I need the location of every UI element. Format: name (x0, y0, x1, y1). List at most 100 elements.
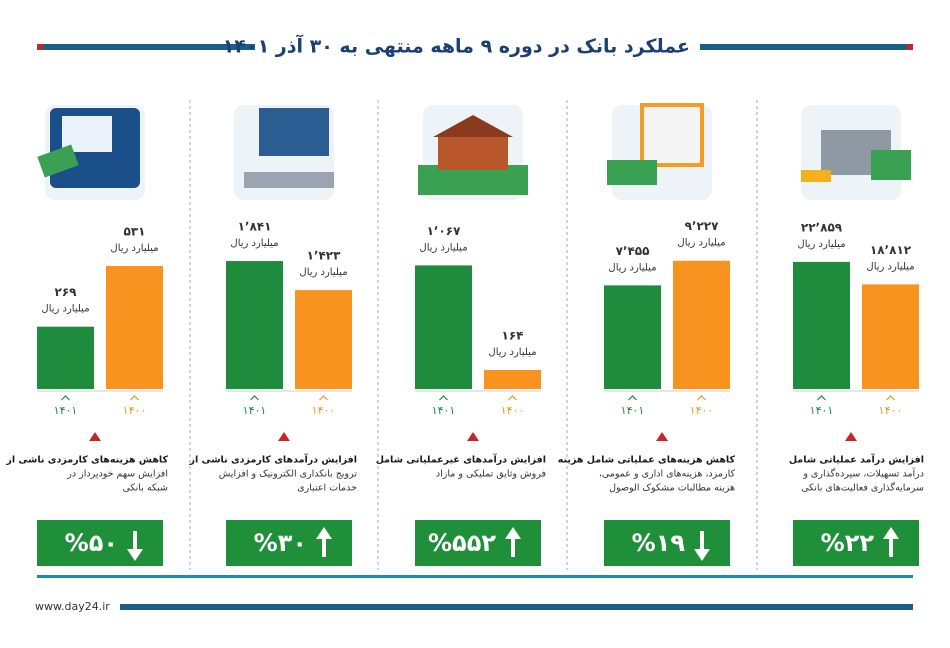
change-box (793, 520, 919, 566)
change-box (415, 520, 541, 566)
description-line: شبکه بانکی (122, 483, 168, 494)
description-line: کاهش هزینه‌های عملیاتی شامل هزینه (558, 455, 736, 466)
change-label: %۳۰ (254, 529, 307, 557)
panel-icon (607, 103, 712, 200)
description-line: کاهش هزینه‌های کارمزدی ناشی از (5, 455, 168, 466)
description-line: افزایش درآمد عملیاتی شامل (789, 453, 924, 466)
category-label: ۱۴۰۱ (621, 404, 645, 417)
change-label: %۱۹ (632, 529, 686, 557)
unit-label: میلیارد ریال (110, 243, 158, 254)
description-line: افزایش درآمدهای غیرعملیاتی شامل (376, 453, 546, 466)
marker-triangle (845, 432, 857, 441)
icon-roof (433, 115, 513, 137)
unit-label: میلیارد ریال (866, 261, 914, 272)
caret (886, 395, 895, 401)
caret (697, 395, 706, 401)
caret (628, 395, 637, 401)
category-label: ۱۴۰۰ (879, 404, 903, 417)
caret (439, 395, 448, 401)
icon-coins (801, 170, 831, 182)
category-label: ۱۴۰۱ (810, 404, 834, 417)
title: عملکرد بانک در دوره ۹ ماهه منتهی به ۳۰ آ… (223, 34, 690, 58)
category-label: ۱۴۰۰ (690, 404, 714, 417)
caret (319, 395, 328, 401)
value-label: ۹٬۲۲۷ (685, 219, 720, 233)
category-label: ۱۴۰۱ (432, 404, 456, 417)
description-line: افزایش سهم خودپرداز در (66, 469, 168, 480)
category-label: ۱۴۰۱ (54, 404, 78, 417)
change-arrow-head (883, 527, 899, 539)
panel-separators (189, 100, 758, 570)
title-rule-left (37, 44, 255, 50)
panel-icon (801, 105, 911, 200)
icon-house (438, 135, 508, 170)
bar (862, 284, 919, 389)
title-rule-right (700, 44, 913, 50)
panel-icon (418, 105, 528, 200)
value-label: ۱۶۴ (502, 329, 524, 343)
marker-triangle (278, 432, 290, 441)
change-box (604, 520, 730, 566)
change-box (226, 520, 352, 566)
description-line: درآمد تسهیلات، سپرده‌گذاری و (802, 467, 924, 480)
unit-label: میلیارد ریال (677, 238, 725, 249)
bar (793, 261, 850, 389)
change-label: %۵۵۲ (428, 529, 496, 557)
change-arrow-head (505, 527, 521, 539)
unit-label: میلیارد ریال (230, 238, 278, 249)
description-line: کارمزد، هزینه‌های اداری و عمومی، (599, 469, 736, 480)
unit-label: میلیارد ریال (608, 262, 656, 273)
bar (415, 265, 472, 389)
value-label: ۱۸٬۸۱۲ (870, 243, 912, 257)
change-arrow-head (127, 549, 143, 561)
unit-label: میلیارد ریال (419, 242, 467, 253)
value-label: ۱٬۰۶۷ (427, 224, 462, 238)
category-label: ۱۴۰۰ (312, 404, 336, 417)
unit-label: میلیارد ریال (41, 304, 89, 315)
change-box (37, 520, 163, 566)
bar (673, 260, 730, 389)
caret (817, 395, 826, 401)
change-arrow-head (316, 527, 332, 539)
description-line: سرمایه‌گذاری فعالیت‌های بانکی (801, 482, 924, 494)
description-line: فروش وثایق تملیکی و مازاد (436, 469, 546, 480)
value-label: ۲۲٬۸۵۹ (801, 220, 843, 234)
bar (106, 265, 163, 389)
bar (226, 261, 283, 389)
category-label: ۱۴۰۰ (501, 404, 525, 417)
icon-keyboard (244, 172, 334, 188)
change-arrow-head (694, 549, 710, 561)
footer-rule (37, 575, 913, 578)
description-line: هزینه مطالبات مشکوک الوصول (609, 483, 735, 494)
bar (37, 326, 94, 389)
unit-label: میلیارد ریال (797, 239, 845, 250)
unit-label: میلیارد ریال (488, 347, 536, 358)
value-label: ۵۳۱ (124, 224, 146, 238)
description-line: خدمات اعتباری (297, 483, 357, 494)
marker-triangle (89, 432, 101, 441)
panel-icon (234, 105, 334, 200)
marker-triangle (467, 432, 479, 441)
caret (250, 395, 259, 401)
value-label: ۱٬۴۲۳ (307, 249, 342, 263)
value-label: ۷٬۴۵۵ (616, 244, 650, 258)
description-line: افزایش درآمدهای کارمزدی ناشی از (189, 453, 357, 466)
category-label: ۱۴۰۰ (123, 404, 147, 417)
change-label: %۵۰ (65, 529, 118, 557)
bar (295, 290, 352, 389)
caret (61, 395, 70, 401)
icon-calendar (640, 103, 704, 167)
footer-rule (120, 604, 913, 610)
caret (130, 395, 139, 401)
category-label: ۱۴۰۱ (243, 404, 267, 417)
title-rule-cap (37, 44, 43, 50)
panel-icon (37, 105, 145, 200)
title-rule-cap (907, 44, 913, 50)
icon-cash (871, 150, 911, 180)
value-label: ۲۶۹ (55, 285, 78, 299)
footer-url: www.day24.ir (35, 600, 110, 613)
change-label: %۲۲ (821, 529, 875, 557)
icon-cash (37, 144, 79, 178)
unit-label: میلیارد ریال (299, 267, 347, 278)
